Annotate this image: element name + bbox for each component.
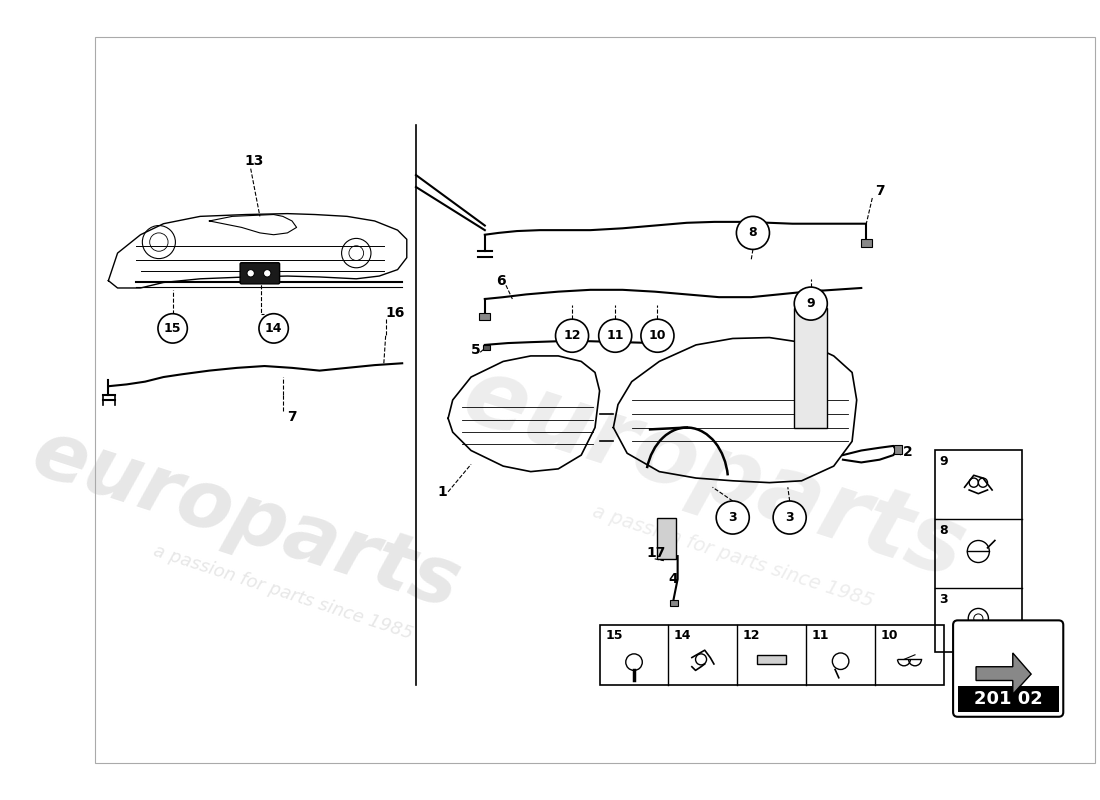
Text: europarts: europarts xyxy=(452,349,977,598)
Circle shape xyxy=(264,270,271,277)
Text: europarts: europarts xyxy=(22,414,470,626)
Text: 3: 3 xyxy=(785,511,794,524)
Text: 11: 11 xyxy=(606,330,624,342)
Circle shape xyxy=(773,501,806,534)
Text: 8: 8 xyxy=(749,226,757,239)
Text: 12: 12 xyxy=(563,330,581,342)
Text: 9: 9 xyxy=(939,455,948,468)
Bar xyxy=(600,625,944,685)
Bar xyxy=(483,345,491,350)
Circle shape xyxy=(258,314,288,343)
Text: 15: 15 xyxy=(605,630,623,642)
Text: 9: 9 xyxy=(806,297,815,310)
Text: 6: 6 xyxy=(496,274,506,288)
Text: 8: 8 xyxy=(939,524,948,537)
Text: 10: 10 xyxy=(649,330,667,342)
FancyBboxPatch shape xyxy=(953,620,1064,717)
Text: 11: 11 xyxy=(812,630,829,642)
Text: 15: 15 xyxy=(164,322,182,335)
Circle shape xyxy=(641,319,674,352)
Text: 13: 13 xyxy=(244,154,264,168)
Bar xyxy=(894,445,902,454)
Text: 201 02: 201 02 xyxy=(974,690,1043,708)
Text: 7: 7 xyxy=(287,410,297,423)
Text: 12: 12 xyxy=(742,630,760,642)
Bar xyxy=(935,450,1022,653)
Bar xyxy=(800,290,822,313)
Text: 2: 2 xyxy=(903,446,912,459)
Polygon shape xyxy=(976,653,1031,694)
Circle shape xyxy=(716,501,749,534)
Circle shape xyxy=(248,270,254,277)
Bar xyxy=(658,518,675,559)
Text: 5: 5 xyxy=(471,342,481,357)
Text: a passion for parts since 1985: a passion for parts since 1985 xyxy=(590,502,876,610)
FancyBboxPatch shape xyxy=(240,262,279,284)
Bar xyxy=(794,308,827,427)
Text: 10: 10 xyxy=(881,630,898,642)
Circle shape xyxy=(794,287,827,320)
Bar xyxy=(861,239,872,246)
Circle shape xyxy=(556,319,588,352)
Text: 14: 14 xyxy=(265,322,283,335)
Text: 3: 3 xyxy=(939,593,948,606)
Text: 17: 17 xyxy=(647,546,666,560)
Bar xyxy=(757,654,786,664)
Text: 3: 3 xyxy=(728,511,737,524)
Bar xyxy=(670,600,678,606)
Circle shape xyxy=(598,319,631,352)
Text: 1: 1 xyxy=(437,485,447,499)
Text: 4: 4 xyxy=(669,572,679,586)
Text: a passion for parts since 1985: a passion for parts since 1985 xyxy=(151,542,415,643)
Bar xyxy=(480,313,491,320)
Bar xyxy=(958,686,1058,712)
Text: 7: 7 xyxy=(874,184,884,198)
Circle shape xyxy=(158,314,187,343)
Text: 14: 14 xyxy=(674,630,692,642)
Text: 16: 16 xyxy=(386,306,405,320)
Circle shape xyxy=(736,216,770,250)
